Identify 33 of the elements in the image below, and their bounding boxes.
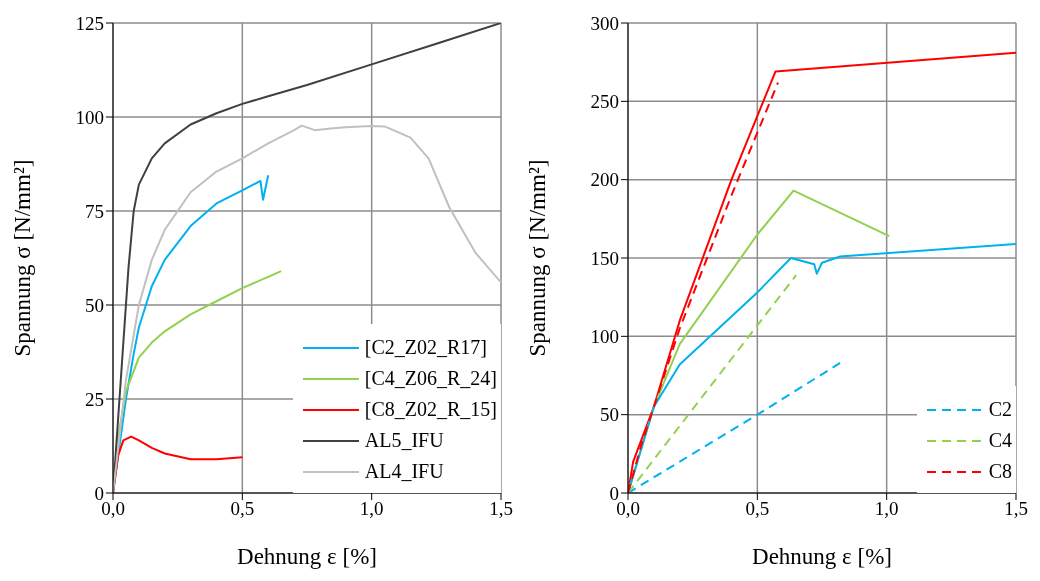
x-tick-label: 0,0 bbox=[616, 498, 640, 520]
y-tick-label: 200 bbox=[590, 169, 619, 191]
x-tick-label: 1,5 bbox=[1004, 498, 1028, 520]
legend-label: AL4_IFU bbox=[364, 460, 444, 483]
x-tick-label: 0,5 bbox=[230, 498, 255, 520]
legend-label: C4 bbox=[988, 429, 1012, 452]
y-axis-title: Spannung σ [N/mm²] bbox=[10, 159, 36, 357]
y-tick-label: 0 bbox=[609, 482, 619, 504]
legend-label: [C2_Z02_R17] bbox=[364, 336, 487, 359]
y-tick-label: 100 bbox=[590, 326, 619, 348]
legend-label: C2 bbox=[988, 398, 1012, 421]
y-tick-label: 300 bbox=[590, 12, 619, 34]
y-tick-label: 0 bbox=[94, 482, 104, 504]
legend-label: [C4_Z06_R_24] bbox=[364, 367, 497, 390]
x-tick-label: 1,0 bbox=[359, 498, 384, 520]
legend-label: C8 bbox=[988, 460, 1012, 483]
x-tick-label: 0,0 bbox=[101, 498, 125, 520]
y-tick-label: 150 bbox=[590, 247, 619, 269]
legend-label: [C8_Z02_R_15] bbox=[364, 398, 497, 421]
legend-label: AL5_IFU bbox=[364, 429, 444, 452]
x-tick-label: 1,5 bbox=[489, 498, 513, 520]
y-tick-label: 50 bbox=[600, 404, 619, 426]
y-axis-title: Spannung σ [N/mm²] bbox=[525, 159, 551, 357]
y-tick-label: 250 bbox=[590, 91, 619, 113]
y-tick-label: 25 bbox=[85, 388, 104, 410]
y-tick-label: 75 bbox=[85, 200, 104, 222]
x-tick-label: 0,5 bbox=[745, 498, 770, 520]
y-tick-label: 100 bbox=[75, 106, 104, 128]
y-tick-label: 125 bbox=[75, 12, 104, 34]
y-tick-label: 50 bbox=[85, 294, 104, 316]
x-tick-label: 1,0 bbox=[874, 498, 899, 520]
x-axis-title: Dehnung ε [%] bbox=[752, 544, 892, 569]
x-axis-title: Dehnung ε [%] bbox=[237, 544, 377, 569]
